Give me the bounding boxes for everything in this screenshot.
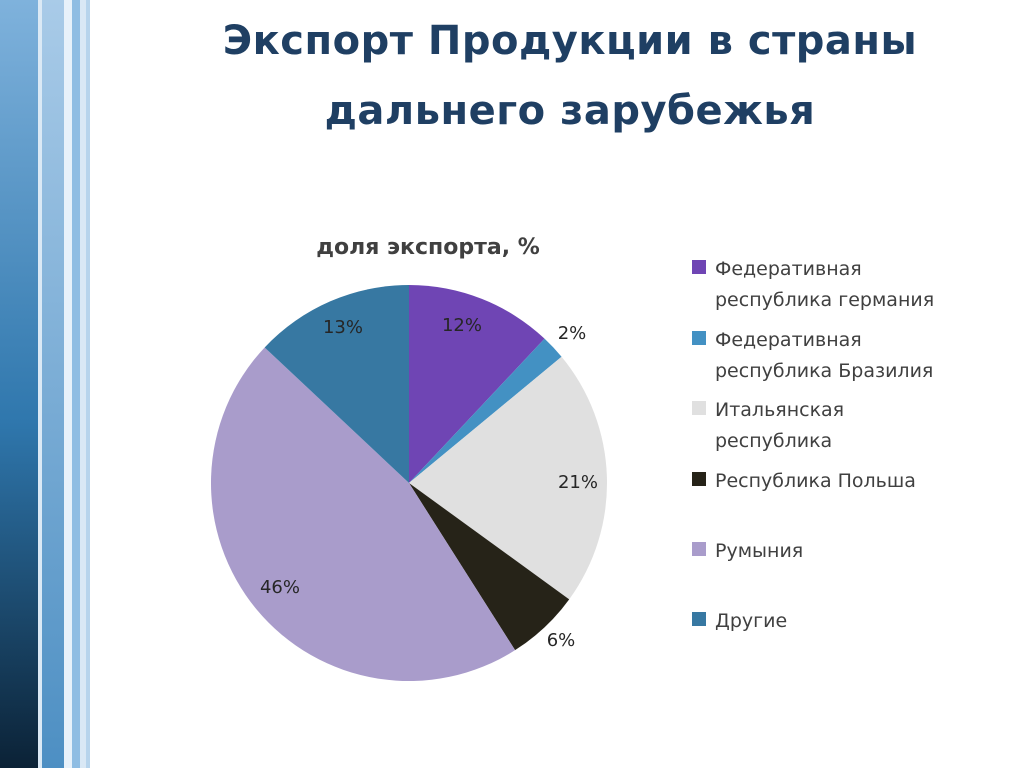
side-decoration <box>0 0 90 768</box>
pie-slice-другие <box>264 284 409 483</box>
slide-title-line-1: Экспорт Продукции в страны <box>222 18 918 64</box>
data-label-итальянская-республика: 21% <box>558 472 598 493</box>
chart-title: доля экспорта, % <box>316 235 540 260</box>
pie-slice-румыния <box>210 347 516 682</box>
pie-data-labels: 12% 2% 21% 6% 46% 13% <box>260 315 598 651</box>
legend-label-итальянская-республика: республика <box>715 430 832 452</box>
data-label-федеративная-республика-германия: 12% <box>442 315 482 336</box>
slide-title-line-2: дальнего зарубежья <box>324 88 816 134</box>
legend-label-федеративная-республика-германия: Федеративная <box>715 258 862 280</box>
data-label-румыния: 46% <box>260 577 300 598</box>
legend-swatch-федеративная-республика-германия <box>692 260 706 274</box>
legend-label-федеративная-республика-бразилия: Федеративная <box>715 329 862 351</box>
legend-label-федеративная-республика-германия: республика германия <box>715 289 934 311</box>
data-label-другие: 13% <box>323 317 363 338</box>
legend-label-федеративная-республика-бразилия: республика Бразилия <box>715 360 933 382</box>
legend-label-другие: Другие <box>715 610 787 632</box>
data-label-федеративная-республика-бразилия: 2% <box>558 323 587 344</box>
data-label-республика-польша: 6% <box>547 630 576 651</box>
pie-slice-республика-польша <box>409 483 570 651</box>
legend-swatch-республика-польша <box>692 472 706 486</box>
pie-slice-итальянская-республика <box>409 356 608 600</box>
legend-swatch-федеративная-республика-бразилия <box>692 331 706 345</box>
legend-swatch-румыния <box>692 542 706 556</box>
legend-label-итальянская-республика: Итальянская <box>715 399 844 421</box>
legend-label-румыния: Румыния <box>715 540 803 562</box>
legend-swatch-итальянская-республика <box>692 401 706 415</box>
legend-swatch-другие <box>692 612 706 626</box>
slide-title: Экспорт Продукции в страны дальнего зару… <box>120 6 1020 146</box>
legend-label-республика-польша: Республика Польша <box>715 470 916 492</box>
pie-slices <box>210 284 608 682</box>
pie-slice-федеративная-республика-германия <box>409 285 545 483</box>
chart-legend: Федеративная республика германия Федератив… <box>692 258 934 632</box>
pie-slice-федеративная-республика-бразилия <box>409 338 562 483</box>
